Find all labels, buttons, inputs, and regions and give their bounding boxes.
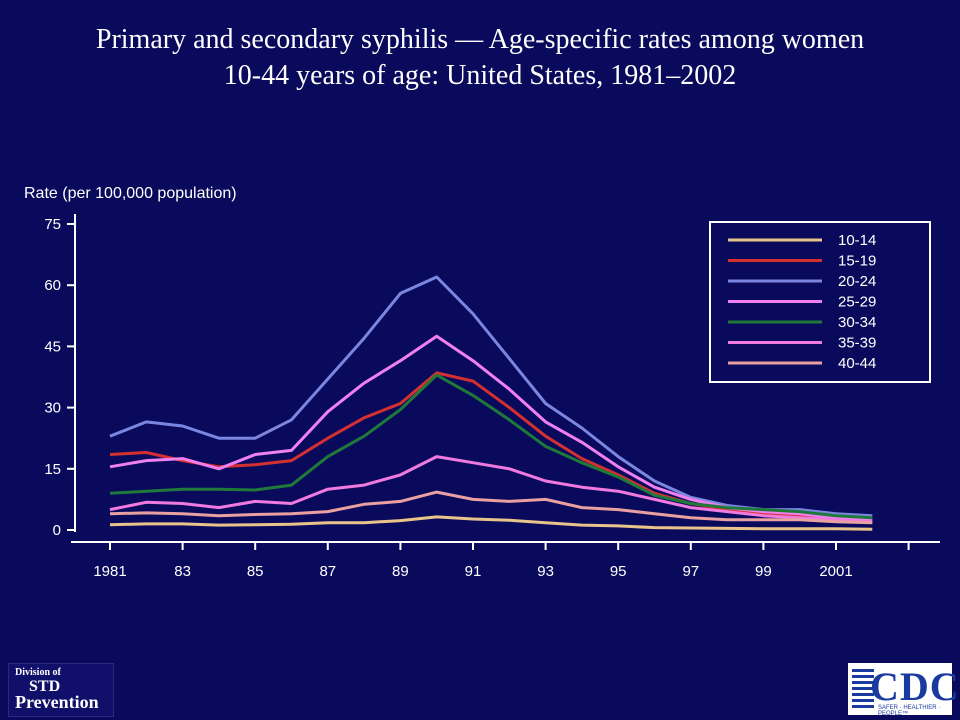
x-tick-label: 93	[537, 563, 554, 580]
legend-label-15-19: 15-19	[838, 253, 876, 270]
legend-label-35-39: 35-39	[838, 335, 876, 352]
y-tick-label: 75	[44, 216, 61, 233]
legend-label-30-34: 30-34	[838, 314, 876, 331]
x-tick-label: 97	[682, 563, 699, 580]
cdc-logo-tagline: SAFER · HEALTHIER · PEOPLE™	[878, 705, 941, 717]
x-tick-label: 2001	[819, 563, 852, 580]
x-tick-label: 1981	[93, 563, 126, 580]
title-line-2: 10-44 years of age: United States, 1981–…	[223, 60, 737, 91]
std-logo-line1: Division of	[15, 667, 61, 678]
x-tick-label: 83	[174, 563, 191, 580]
x-tick-label: 99	[755, 563, 772, 580]
y-tick-label: 0	[53, 522, 61, 539]
x-tick-label: 91	[465, 563, 482, 580]
cdc-logo-text: CDC	[870, 664, 960, 709]
y-axis-label: Rate (per 100,000 population)	[24, 185, 237, 202]
x-tick-label: 89	[392, 563, 409, 580]
cdc-logo: CDC SAFER · HEALTHIER · PEOPLE™	[848, 663, 959, 717]
series-line-15-19	[109, 371, 873, 524]
y-tick-label: 30	[44, 400, 61, 417]
series-line-30-34	[109, 373, 873, 520]
series-line-35-39	[109, 455, 873, 524]
legend-box	[709, 221, 931, 383]
y-tick-label: 60	[44, 277, 61, 294]
cdc-logo-stripes	[852, 669, 874, 709]
series-line-20-24	[109, 275, 873, 518]
std-logo-line2: STD	[29, 678, 61, 695]
y-tick-label: 15	[44, 461, 61, 478]
x-tick-label: 95	[610, 563, 627, 580]
series-line-40-44	[109, 490, 873, 525]
title-line-1: Primary and secondary syphilis — Age-spe…	[95, 24, 865, 55]
legend-label-20-24: 20-24	[838, 273, 876, 290]
std-prevention-logo: Division of STD Prevention	[8, 663, 114, 717]
std-logo-line3: Prevention	[15, 692, 99, 712]
series-line-10-14	[109, 515, 873, 531]
slide-title: Primary and secondary syphilis — Age-spe…	[0, 22, 960, 94]
legend-label-10-14: 10-14	[838, 232, 876, 249]
legend-label-25-29: 25-29	[838, 294, 876, 311]
legend-label-40-44: 40-44	[838, 355, 876, 372]
x-tick-label: 85	[247, 563, 264, 580]
y-tick-label: 45	[44, 338, 61, 355]
x-tick-label: 87	[319, 563, 336, 580]
